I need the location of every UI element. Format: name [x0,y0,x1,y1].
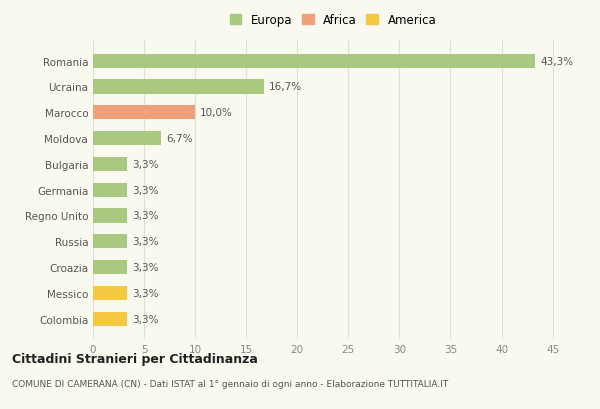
Text: Cittadini Stranieri per Cittadinanza: Cittadini Stranieri per Cittadinanza [12,352,258,365]
Bar [93,209,127,223]
Text: COMUNE DI CAMERANA (CN) - Dati ISTAT al 1° gennaio di ogni anno - Elaborazione T: COMUNE DI CAMERANA (CN) - Dati ISTAT al … [12,380,448,389]
Text: 3,3%: 3,3% [132,314,158,324]
Text: 3,3%: 3,3% [132,185,158,195]
Bar [93,157,127,171]
Bar [93,235,127,249]
Text: 6,7%: 6,7% [167,134,193,144]
Text: 3,3%: 3,3% [132,288,158,298]
Bar [93,183,127,197]
Text: 3,3%: 3,3% [132,211,158,221]
Text: 43,3%: 43,3% [541,56,574,67]
Text: 16,7%: 16,7% [269,82,302,92]
Legend: Europa, Africa, America: Europa, Africa, America [227,11,439,29]
Bar [93,80,263,94]
Bar [93,54,535,69]
Bar [93,260,127,274]
Bar [93,132,161,146]
Text: 3,3%: 3,3% [132,263,158,272]
Bar [93,286,127,300]
Text: 3,3%: 3,3% [132,160,158,169]
Text: 10,0%: 10,0% [200,108,233,118]
Bar [93,312,127,326]
Text: 3,3%: 3,3% [132,237,158,247]
Bar [93,106,195,120]
